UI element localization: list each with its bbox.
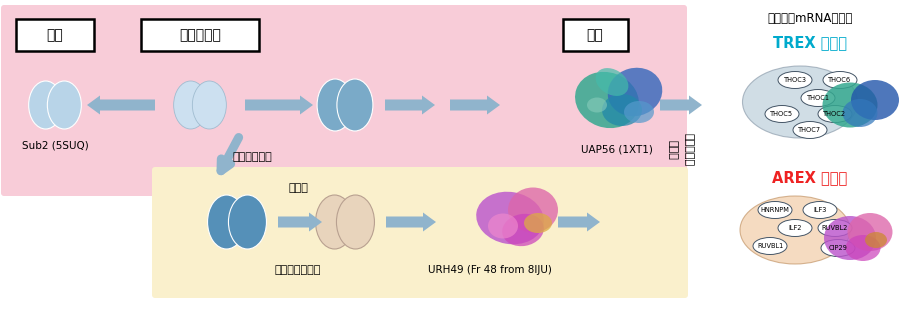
Ellipse shape [174,81,208,129]
Polygon shape [660,95,702,115]
FancyBboxPatch shape [1,5,687,196]
Ellipse shape [845,235,880,261]
Ellipse shape [29,81,63,129]
Ellipse shape [778,71,812,88]
Text: THOC6: THOC6 [828,77,851,83]
Ellipse shape [824,216,876,260]
Ellipse shape [193,81,227,129]
Ellipse shape [587,98,607,112]
Ellipse shape [865,232,887,248]
Ellipse shape [793,121,827,138]
Text: Sub2 (5SUQ): Sub2 (5SUQ) [22,140,88,150]
Polygon shape [87,95,155,115]
Ellipse shape [851,80,899,120]
Text: 複合体形成: 複合体形成 [683,133,693,167]
Ellipse shape [337,79,373,131]
Ellipse shape [823,71,857,88]
Text: THOC7: THOC7 [798,127,822,133]
Ellipse shape [608,68,662,116]
Text: THOC5: THOC5 [770,111,794,117]
Ellipse shape [765,105,799,122]
FancyBboxPatch shape [141,19,259,51]
Ellipse shape [316,195,354,249]
Ellipse shape [823,83,878,128]
Ellipse shape [229,195,266,249]
Polygon shape [278,213,322,231]
Text: URH49 (Fr 48 from 8IJU): URH49 (Fr 48 from 8IJU) [428,265,552,275]
Ellipse shape [778,219,812,236]
Ellipse shape [596,68,628,96]
Ellipse shape [508,188,558,232]
Text: 遥伝子重複？: 遥伝子重複？ [232,152,272,162]
Text: 異なる: 異なる [667,140,677,160]
Text: RUVBL2: RUVBL2 [822,225,848,231]
Text: ILF3: ILF3 [814,207,827,213]
Ellipse shape [575,72,639,128]
Ellipse shape [476,192,544,244]
Text: 酵母: 酵母 [47,28,63,42]
Text: 祖先遥伝子: 祖先遥伝子 [179,28,220,42]
FancyBboxPatch shape [562,19,627,51]
Ellipse shape [502,214,544,246]
Text: THOC1: THOC1 [806,95,830,101]
FancyBboxPatch shape [16,19,94,51]
Ellipse shape [488,214,518,239]
Text: RUVBL1: RUVBL1 [757,243,783,249]
Ellipse shape [624,101,654,123]
Ellipse shape [740,196,850,264]
Text: AREX 複合体: AREX 複合体 [772,170,848,185]
Ellipse shape [758,201,792,218]
Text: TREX 複合体: TREX 複合体 [773,35,847,50]
Text: 新たな機能獲得: 新たな機能獲得 [274,265,321,275]
Ellipse shape [818,105,852,122]
Ellipse shape [803,201,837,218]
Text: 選択的なmRNAの輸送: 選択的なmRNAの輸送 [768,12,852,25]
Text: 点変異: 点変異 [288,183,308,193]
Ellipse shape [821,239,855,256]
Text: ヒト: ヒト [587,28,603,42]
Ellipse shape [753,238,787,255]
Polygon shape [386,213,436,231]
Ellipse shape [48,81,81,129]
Ellipse shape [801,90,835,107]
Text: THOC2: THOC2 [824,111,847,117]
Text: UAP56 (1XT1): UAP56 (1XT1) [581,145,652,155]
Ellipse shape [317,79,353,131]
Ellipse shape [602,94,642,126]
Text: THOC3: THOC3 [784,77,806,83]
Polygon shape [558,213,600,231]
Text: CIP29: CIP29 [829,245,848,251]
Polygon shape [385,95,435,115]
Ellipse shape [337,195,374,249]
Ellipse shape [524,213,552,233]
Ellipse shape [742,66,858,138]
Polygon shape [245,95,313,115]
Ellipse shape [208,195,246,249]
Text: ILF2: ILF2 [788,225,802,231]
Ellipse shape [842,99,878,127]
Polygon shape [450,95,500,115]
Text: HNRNPM: HNRNPM [760,207,789,213]
FancyBboxPatch shape [152,167,688,298]
Ellipse shape [848,213,893,251]
Ellipse shape [818,219,852,236]
